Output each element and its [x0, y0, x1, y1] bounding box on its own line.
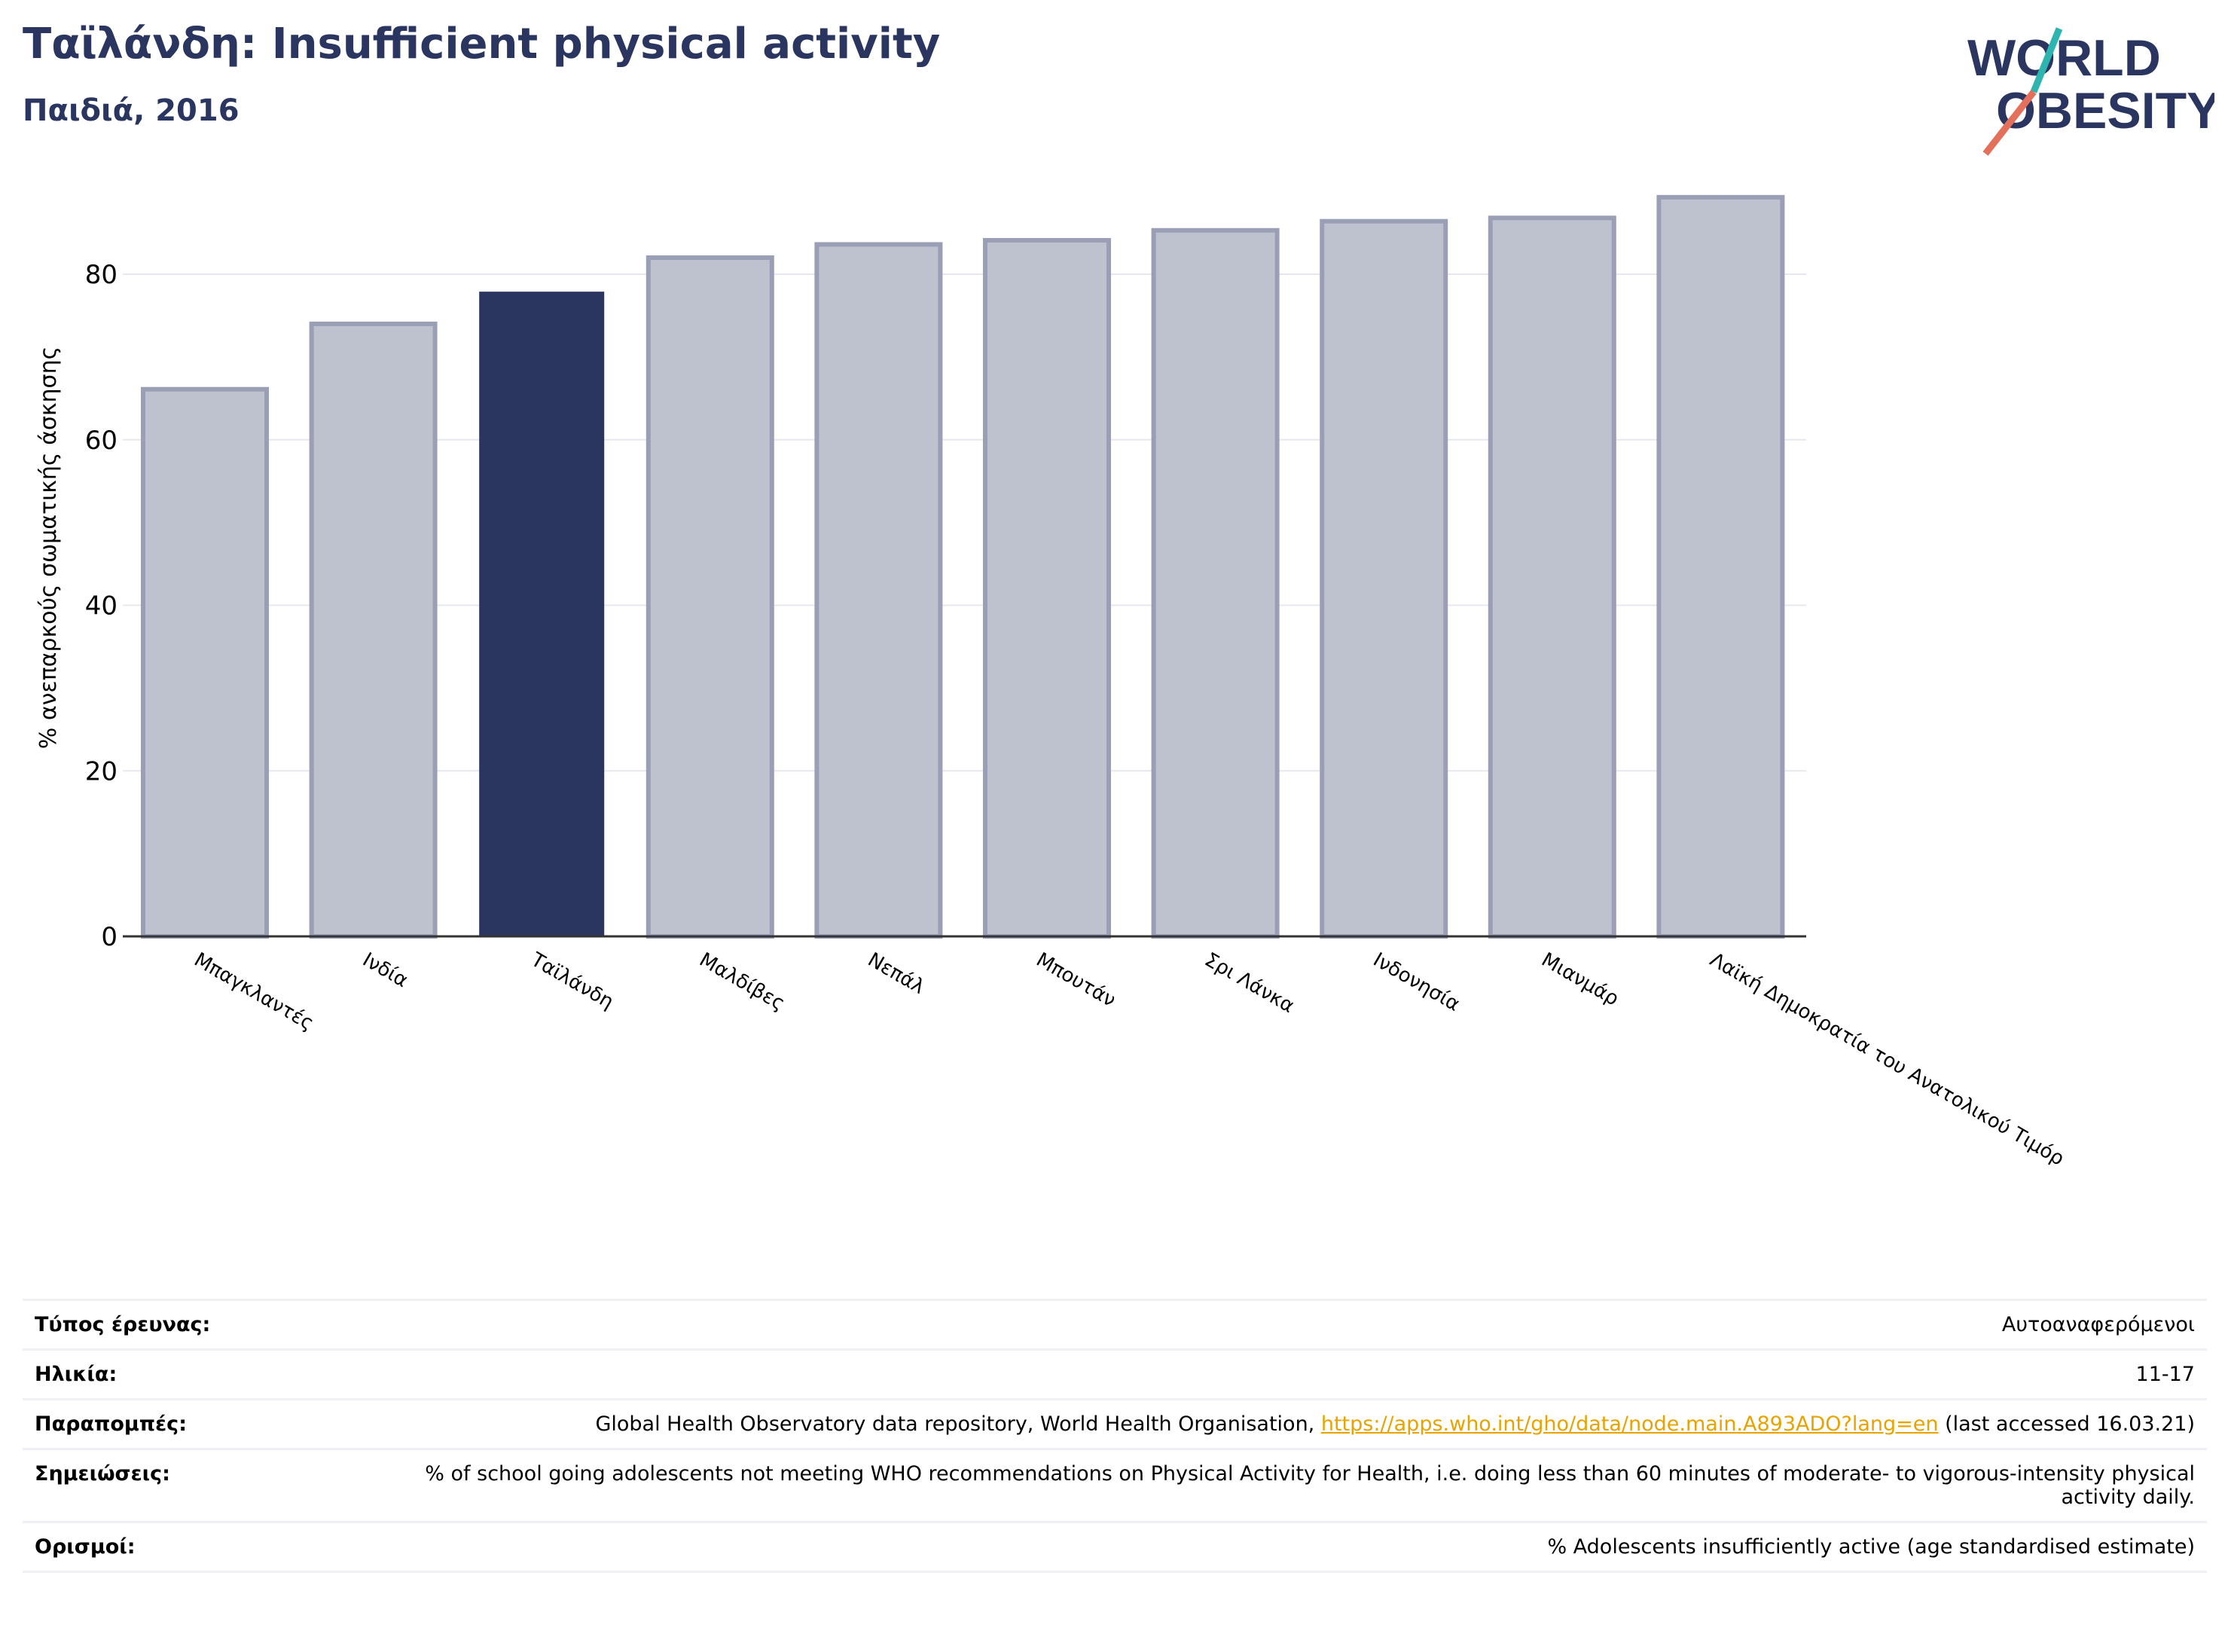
bar	[1488, 215, 1616, 939]
metadata-value: Global Health Observatory data repositor…	[348, 1400, 2207, 1449]
metadata-value: % of school going adolescents not meetin…	[425, 1462, 2195, 1509]
x-tick-label: Μπαγκλαντές	[191, 948, 318, 1035]
x-tick-label: Σρι Λάνκα	[1201, 948, 1298, 1018]
metadata-label: Σημειώσεις:	[35, 1462, 170, 1486]
metadata-table: Τύπος έρευνας: Αυτοαναφερόμενοι Ηλικία: 11-…	[23, 1299, 2207, 1573]
y-axis-label: % ανεπαρκούς σωματικής άσκησης	[35, 347, 62, 749]
bar-highlighted	[479, 292, 605, 937]
metadata-value: 11-17	[2135, 1363, 2195, 1386]
x-tick-label: Μπουτάν	[1033, 948, 1120, 1012]
chart-subtitle: Παιδιά, 2016	[23, 93, 240, 128]
metadata-label: Ηλικία:	[35, 1363, 118, 1386]
bar-chart: 0 20 40 60 80 Μπαγκλαντές Ινδία Ταϊλάνδη Μαλδίβ…	[35, 194, 2068, 1171]
y-tick-label: 80	[85, 260, 118, 290]
metadata-label: Παραπομπές:	[35, 1412, 187, 1436]
bar	[1151, 227, 1280, 939]
metadata-row: Ορισμοί: % Adolescents insufficiently act…	[23, 1522, 2207, 1572]
y-tick-label: 20	[85, 756, 118, 786]
x-tick-label: Λαϊκή Δημοκρατία του Ανατολικού Τιμόρ	[1706, 948, 2068, 1171]
bars	[141, 194, 1785, 939]
x-tick-label: Ταϊλάνδη	[526, 948, 618, 1014]
metadata-value: Αυτοαναφερόμενοι	[2001, 1313, 2195, 1336]
world-obesity-logo: WORLD OBESITY	[1967, 27, 2214, 156]
y-tick-label: 40	[85, 591, 118, 621]
x-tick-label: Νεπάλ	[864, 948, 929, 999]
bar	[814, 242, 943, 939]
metadata-row: Ηλικία: 11-17	[23, 1349, 2207, 1400]
y-tick-labels: 0 20 40 60 80	[85, 260, 118, 952]
logo-slash-red	[1982, 90, 2037, 156]
metadata-label: Ορισμοί:	[35, 1535, 136, 1559]
chart-title: Ταϊλάνδη: Insufficient physical activity	[23, 20, 941, 69]
logo-slash-teal	[2030, 27, 2063, 93]
x-tick-label: Ινδία	[359, 948, 411, 992]
reference-text: Global Health Observatory data repositor…	[595, 1412, 1321, 1436]
bar	[1656, 194, 1785, 939]
bar	[983, 237, 1111, 939]
x-tick-label: Μιανμάρ	[1537, 948, 1622, 1011]
metadata-row: Σημειώσεις: % of school going adolescents…	[23, 1449, 2207, 1522]
logo-word-world: WORLD	[1967, 29, 2161, 87]
bar	[646, 255, 774, 939]
metadata-label: Τύπος έρευνας:	[35, 1313, 211, 1336]
reference-access-note: (last accessed 16.03.21)	[1938, 1412, 2195, 1436]
x-tick-labels: Μπαγκλαντές Ινδία Ταϊλάνδη Μαλδίβες Νεπάλ Μπο…	[191, 948, 2068, 1171]
y-tick-label: 60	[85, 426, 118, 456]
reference-link[interactable]: https://apps.who.int/gho/data/node.main.…	[1320, 1412, 1939, 1436]
x-tick-label: Μαλδίβες	[695, 948, 789, 1015]
metadata-row: Παραπομπές: Global Health Observatory dat…	[23, 1399, 2207, 1449]
x-tick-label: Ινδονησία	[1369, 948, 1463, 1016]
bar	[309, 321, 438, 939]
metadata-row: Τύπος έρευνας: Αυτοαναφερόμενοι	[23, 1299, 2207, 1350]
bar	[1320, 218, 1448, 939]
metadata-value: % Adolescents insufficiently active (age…	[1547, 1535, 2195, 1559]
y-tick-label: 0	[101, 922, 118, 952]
bar	[141, 386, 269, 939]
